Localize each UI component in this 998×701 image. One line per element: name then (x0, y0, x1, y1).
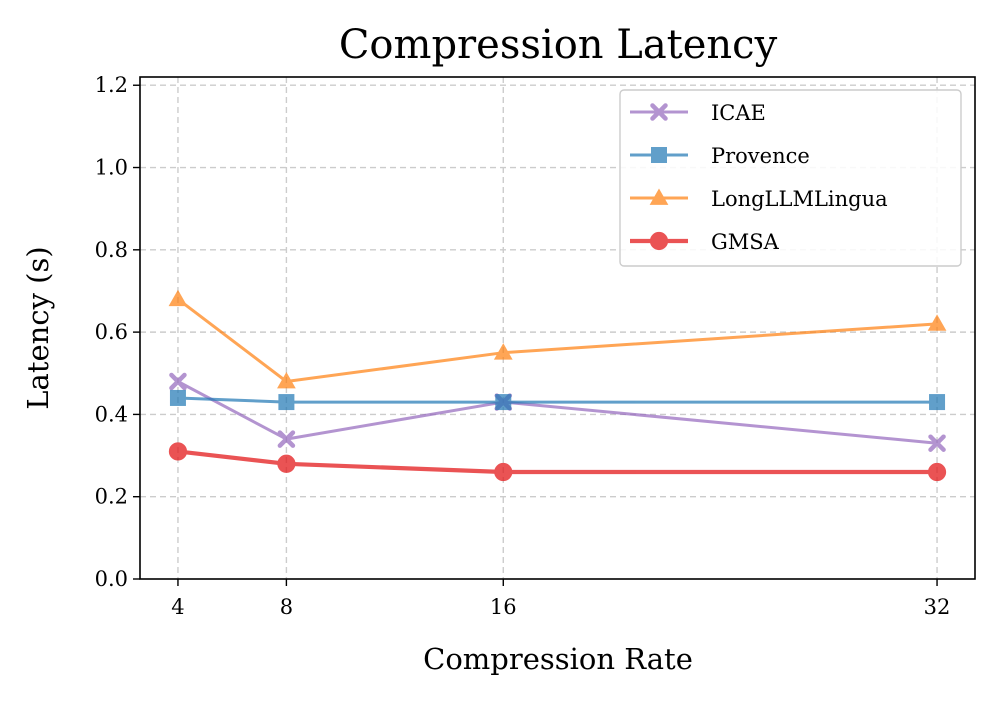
legend: ICAE Provence LongLLMLingua GMSA (619, 89, 962, 267)
data-point-provence (169, 389, 186, 406)
x-tick-label: 32 (924, 595, 951, 619)
y-axis-label: Latency (s) (21, 246, 55, 409)
legend-item-provence: Provence (630, 144, 810, 168)
data-point-provence (278, 394, 295, 411)
data-point-provence (495, 394, 512, 411)
y-tick-label: 1.0 (95, 156, 128, 180)
data-point-icae (277, 430, 296, 448)
legend-item-gmsa: GMSA (630, 230, 780, 254)
data-point-longllmlingua (493, 343, 513, 360)
series-line-provence (177, 396, 938, 404)
legend-swatch-icae (630, 103, 688, 121)
series-longllmlingua (168, 289, 947, 389)
legend-label-icae: ICAE (711, 101, 766, 125)
y-tick-label: 0.8 (95, 238, 128, 262)
series-line-longllmlingua (177, 298, 938, 383)
chart-title: Compression Latency (339, 22, 778, 68)
y-tick-label: 0.6 (95, 320, 128, 344)
plot-frame (139, 76, 976, 580)
axes: 4 8 16 32 0.0 0.2 0.4 0.6 0.8 1.0 1.2 (95, 73, 951, 619)
legend-swatch-longllmlingua (630, 188, 688, 205)
data-point-longllmlingua (927, 314, 947, 331)
y-tick-label: 1.2 (95, 73, 128, 97)
legend-swatch-gmsa (630, 231, 688, 251)
data-point-longllmlingua (168, 289, 188, 307)
data-point-gmsa (168, 442, 188, 461)
data-point-icae (928, 434, 946, 452)
series-group (168, 289, 947, 482)
data-point-gmsa (494, 462, 513, 482)
legend-item-icae: ICAE (630, 101, 766, 125)
series-provence (169, 389, 946, 411)
data-point-longllmlingua (277, 371, 296, 389)
legend-marker-provence (651, 147, 667, 163)
legend-marker-gmsa (649, 231, 669, 251)
y-tick-label: 0.4 (95, 402, 128, 426)
x-marker-stroke (928, 434, 946, 452)
x-tick-label: 8 (280, 595, 293, 619)
legend-label-longllmlingua: LongLLMLingua (711, 187, 888, 211)
x-tick-label: 16 (490, 595, 517, 619)
legend-item-longllmlingua: LongLLMLingua (630, 187, 888, 211)
x-marker-stroke (169, 372, 187, 391)
data-point-gmsa (927, 462, 947, 482)
y-tick-label: 0.0 (95, 567, 128, 591)
x-tick-label: 4 (171, 595, 184, 619)
legend-swatch-provence (630, 147, 688, 163)
data-point-provence (929, 394, 946, 411)
legend-marker-longllmlingua (649, 188, 669, 205)
legend-marker-icae (650, 103, 668, 121)
y-tick-label: 0.2 (95, 485, 128, 509)
legend-label-gmsa: GMSA (711, 230, 780, 254)
series-line-gmsa (177, 449, 938, 475)
legend-box (619, 89, 962, 267)
data-point-icae (169, 372, 187, 391)
series-line-icae (177, 380, 938, 445)
legend-label-provence: Provence (711, 144, 810, 168)
x-axis-label: Compression Rate (423, 642, 693, 676)
series-gmsa (168, 442, 947, 482)
data-point-gmsa (277, 454, 296, 473)
x-marker-stroke (277, 430, 296, 448)
x-marker-stroke (650, 103, 668, 121)
